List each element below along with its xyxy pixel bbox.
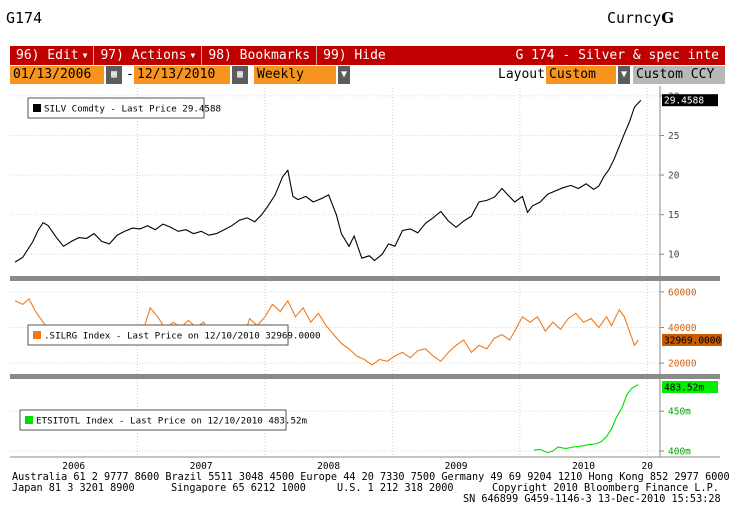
layout-label: Layout <box>498 67 545 82</box>
currency-label: Curncy <box>607 9 662 27</box>
chevron-down-icon: ▼ <box>190 51 196 60</box>
legend-etsi[interactable]: ETSITOTL Index - Last Price on 12/10/201… <box>19 409 308 431</box>
end-date-field[interactable]: 12/13/2010 <box>134 66 230 84</box>
divider <box>201 46 203 65</box>
legend-swatch <box>25 416 33 424</box>
x-tick-label: 20 <box>642 461 654 472</box>
control-bar: 01/13/2006 ▦ - 12/13/2010 ▦ Weekly ▼ Lay… <box>10 66 725 84</box>
currency-select[interactable]: Custom CCY <box>633 66 725 84</box>
y-tick-label: 15 <box>668 210 679 221</box>
y-tick-label: 10 <box>668 250 680 261</box>
currency-key: G <box>661 9 674 27</box>
bookmarks-menu-label: 98) Bookmarks <box>208 48 311 63</box>
calendar-icon[interactable]: ▦ <box>232 66 248 84</box>
legend-silrg[interactable]: .SILRG Index - Last Price on 12/10/2010 … <box>27 324 321 346</box>
panel-etsi: 400m 450m 483.52m ETSITOTL Index - Last Pri… <box>10 381 718 458</box>
last-price-label: 483.52m <box>664 383 704 394</box>
x-axis: 2006 2007 2008 2009 2010 20 <box>62 461 653 472</box>
start-date-field[interactable]: 01/13/2006 <box>10 66 104 84</box>
last-price-label: 32969.0000 <box>664 335 721 346</box>
date-range-separator: - <box>126 67 134 82</box>
hide-button[interactable]: 99) Hide <box>317 46 392 65</box>
legend-box <box>27 97 205 119</box>
bookmarks-menu[interactable]: 98) Bookmarks <box>202 46 316 65</box>
panel-silrg: 20000 40000 60000 32969.0000 .SILRG Index - … <box>10 287 722 370</box>
last-price-label: 29.4588 <box>664 96 704 107</box>
footer-line-3: SN 646899 G459-1146-3 13-Dec-2010 15:53:… <box>463 494 721 505</box>
legend-label: ETSITOTL Index - Last Price on 12/10/201… <box>36 416 308 427</box>
function-code: G174 <box>6 9 43 27</box>
x-tick-label: 2006 <box>62 461 85 472</box>
legend-swatch <box>33 104 41 112</box>
footer-line-2c: U.S. 1 212 318 2000 <box>337 483 454 494</box>
legend-label: .SILRG Index - Last Price on 12/10/2010 … <box>44 331 321 342</box>
footer-line-2a: Japan 81 3 3201 8900 <box>12 483 135 494</box>
y-tick-label: 20000 <box>668 359 697 370</box>
period-select[interactable]: Weekly <box>254 66 336 84</box>
layout-select[interactable]: Custom <box>546 66 616 84</box>
y-tick-label: 40000 <box>668 323 697 334</box>
menu-bar: 96) Edit ▼ 97) Actions ▼ 98) Bookmarks 99)… <box>10 46 725 65</box>
x-tick-label: 2010 <box>572 461 595 472</box>
legend-box <box>19 409 287 431</box>
actions-menu[interactable]: 97) Actions ▼ <box>94 46 201 65</box>
panel-divider[interactable] <box>10 374 720 379</box>
y-tick-label: 25 <box>668 131 679 142</box>
page-title: G 174 - Silver & spec inte <box>515 48 720 63</box>
legend-silv[interactable]: SILV Comdty - Last Price 29.4588 <box>27 97 221 119</box>
plot-background <box>10 86 660 457</box>
market-sector-key[interactable]: CurncyG <box>607 9 674 27</box>
last-price-badge <box>662 94 718 107</box>
x-tick-label: 2009 <box>445 461 468 472</box>
series-line-silv[interactable] <box>14 99 642 263</box>
calendar-icon[interactable]: ▦ <box>106 66 122 84</box>
title-bar: G174 CurncyG <box>0 0 736 44</box>
footer-line-2b: Singapore 65 6212 1000 <box>171 483 306 494</box>
footer: Australia 61 2 9777 8600 Brazil 5511 304… <box>12 472 730 505</box>
chevron-down-icon[interactable]: ▼ <box>618 66 630 84</box>
legend-box <box>27 324 289 346</box>
series-line-etsi[interactable] <box>533 384 639 454</box>
legend-swatch <box>33 331 41 339</box>
x-tick-label: 2007 <box>190 461 213 472</box>
edit-menu[interactable]: 96) Edit ▼ <box>10 46 93 65</box>
x-tick-label: 2008 <box>317 461 340 472</box>
y-tick-label: 400m <box>668 447 691 458</box>
y-tick-label: 450m <box>668 407 691 418</box>
last-price-badge <box>662 381 718 393</box>
footer-line-1: Australia 61 2 9777 8600 Brazil 5511 304… <box>12 472 730 483</box>
legend-label: SILV Comdty - Last Price 29.4588 <box>44 104 221 115</box>
hide-button-label: 99) Hide <box>323 48 386 63</box>
panel-divider[interactable] <box>10 276 720 281</box>
divider <box>316 46 318 65</box>
last-price-badge <box>662 333 722 346</box>
actions-menu-label: 97) Actions <box>100 48 187 63</box>
divider <box>93 46 95 65</box>
y-tick-label: 60000 <box>668 287 697 298</box>
y-tick-label: 20 <box>668 171 680 182</box>
edit-menu-label: 96) Edit <box>16 48 79 63</box>
chevron-down-icon[interactable]: ▼ <box>338 66 350 84</box>
chevron-down-icon: ▼ <box>82 51 88 60</box>
footer-line-2d: Copyright 2010 Bloomberg Finance L.P. <box>492 483 719 494</box>
